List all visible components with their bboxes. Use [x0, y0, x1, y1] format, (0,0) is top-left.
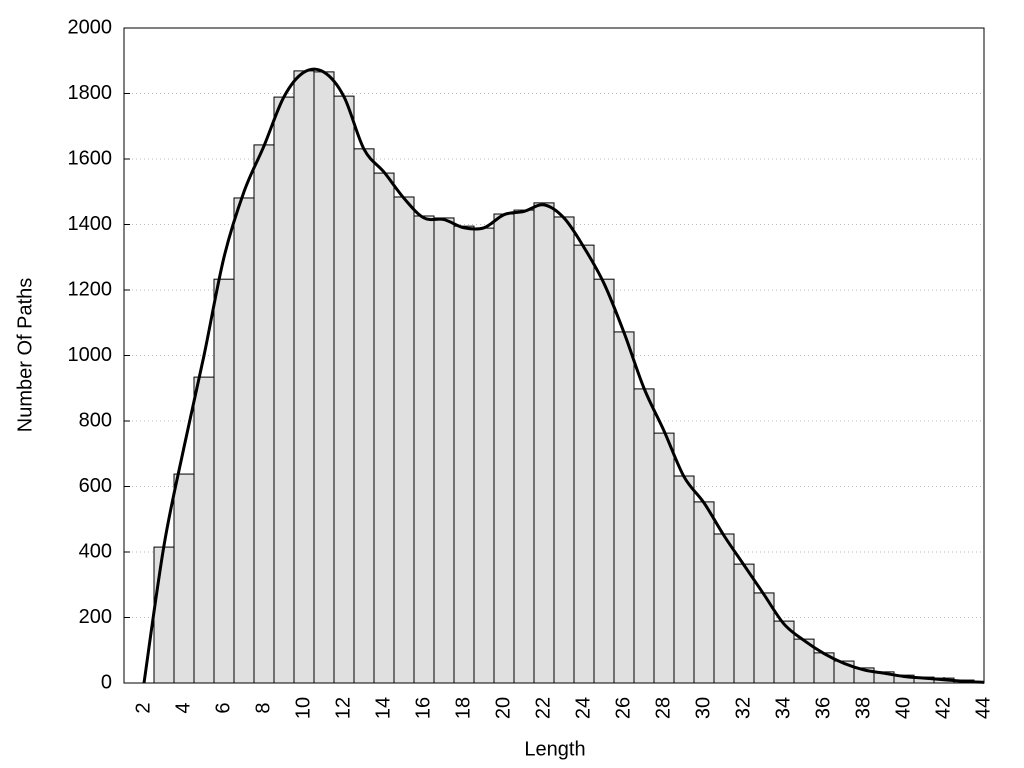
bar [593, 278, 615, 684]
plot-frame [123, 27, 985, 684]
x-tick-label: 8 [252, 702, 274, 713]
y-tick-label: 1200 [68, 278, 113, 300]
bar [573, 244, 595, 684]
bar [273, 96, 295, 684]
y-tick-label: 1000 [68, 344, 113, 366]
x-tick-label: 38 [852, 697, 874, 719]
bar [613, 331, 635, 684]
bar [513, 209, 535, 684]
x-tick-label: 32 [732, 697, 754, 719]
bar [413, 215, 435, 684]
bar [153, 546, 175, 684]
bar [353, 148, 375, 684]
bar [493, 213, 515, 684]
y-tick-label: 600 [79, 475, 112, 497]
x-tick-label: 30 [692, 697, 714, 719]
bar [193, 376, 215, 684]
x-tick-label: 42 [932, 697, 954, 719]
x-tick-label: 24 [572, 697, 594, 719]
y-tick-label: 400 [79, 540, 112, 562]
x-tick-label: 18 [452, 697, 474, 719]
x-tick-label: 16 [412, 697, 434, 719]
x-tick-label: 40 [892, 697, 914, 719]
bar [333, 95, 355, 684]
x-tick-label: 36 [812, 697, 834, 719]
x-tick-label: 22 [532, 697, 554, 719]
y-tick-label: 1600 [68, 147, 113, 169]
bar [633, 388, 655, 684]
y-tick-label: 2000 [68, 16, 113, 38]
bar [533, 202, 555, 684]
bar [733, 563, 755, 684]
x-tick-label: 10 [292, 697, 314, 719]
x-tick-label: 2 [132, 702, 154, 713]
x-tick-label: 14 [372, 697, 394, 719]
bar [673, 475, 695, 684]
x-tick-label: 44 [972, 697, 994, 719]
bar [433, 217, 455, 684]
bar [713, 533, 735, 684]
bar [313, 71, 335, 684]
bar [453, 225, 475, 684]
bar [693, 501, 715, 684]
bar [473, 227, 495, 684]
y-tick-label: 1400 [68, 213, 113, 235]
x-axis-label: Length [524, 738, 585, 760]
bar [393, 196, 415, 684]
x-tick-label: 34 [772, 697, 794, 719]
bar [213, 278, 235, 684]
bar [553, 216, 575, 684]
curve-line [142, 67, 985, 684]
bar [233, 197, 255, 684]
x-tick-label: 6 [212, 702, 234, 713]
bar [253, 144, 275, 684]
bar [653, 432, 675, 684]
x-tick-label: 20 [492, 697, 514, 719]
y-axis-label: Number Of Paths [14, 278, 36, 433]
x-tick-label: 28 [652, 697, 674, 719]
bar [373, 172, 395, 684]
y-tick-label: 1800 [68, 82, 113, 104]
x-tick-label: 12 [332, 697, 354, 719]
y-tick-label: 0 [101, 671, 112, 693]
y-tick-label: 200 [79, 606, 112, 628]
x-tick-label: 26 [612, 697, 634, 719]
bar [293, 70, 315, 684]
y-tick-label: 800 [79, 409, 112, 431]
bar [173, 473, 195, 684]
x-tick-label: 4 [172, 702, 194, 713]
